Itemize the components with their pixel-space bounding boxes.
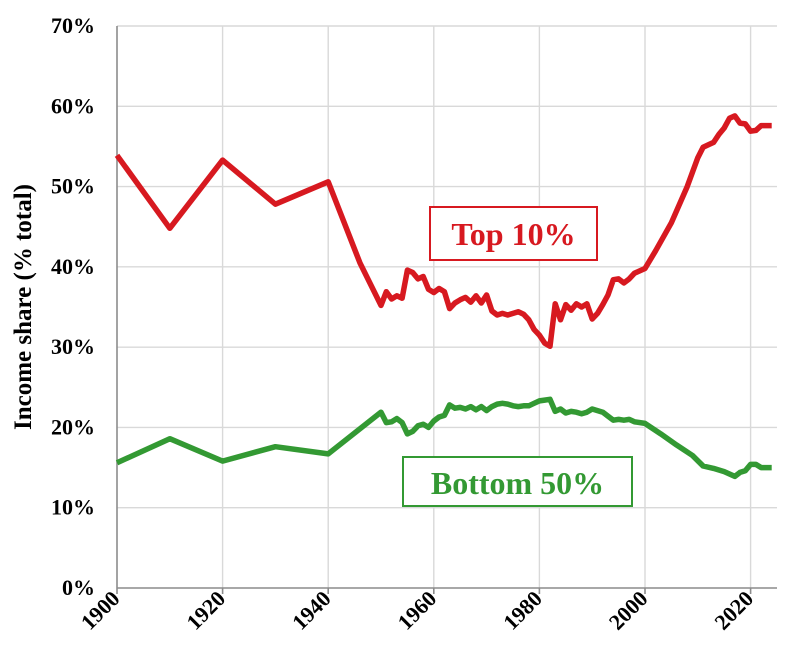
series-line-bottom-50 — [115, 396, 772, 480]
series-layer — [114, 113, 772, 480]
annotation-top-10: Top 10% — [429, 206, 598, 261]
series-line-top-10 — [114, 113, 772, 350]
y-tick-label: 0% — [62, 575, 95, 600]
y-tick-label: 70% — [51, 13, 95, 38]
y-tick-labels: 0% 10% 20% 30% 40% 50% 60% 70% — [51, 13, 95, 600]
y-tick-label: 40% — [51, 254, 95, 279]
y-tick-label: 60% — [51, 93, 95, 118]
annotation-top-10-box — [429, 206, 598, 261]
y-tick-label: 50% — [51, 174, 95, 199]
annotation-bottom-50-box — [402, 456, 633, 507]
y-tick-label: 10% — [51, 495, 95, 520]
y-axis-label: Income share (% total) — [10, 184, 37, 430]
y-tick-label: 20% — [51, 414, 95, 439]
axis-layer — [116, 26, 777, 594]
annotation-top-10-label: Top 10% — [451, 216, 575, 252]
x-tick-labels: 1900 1920 1940 1960 1980 2000 2020 — [76, 586, 758, 635]
annotation-bottom-50-label: Bottom 50% — [431, 465, 604, 501]
annotation-bottom-50: Bottom 50% — [402, 456, 633, 507]
y-tick-label: 30% — [51, 334, 95, 359]
